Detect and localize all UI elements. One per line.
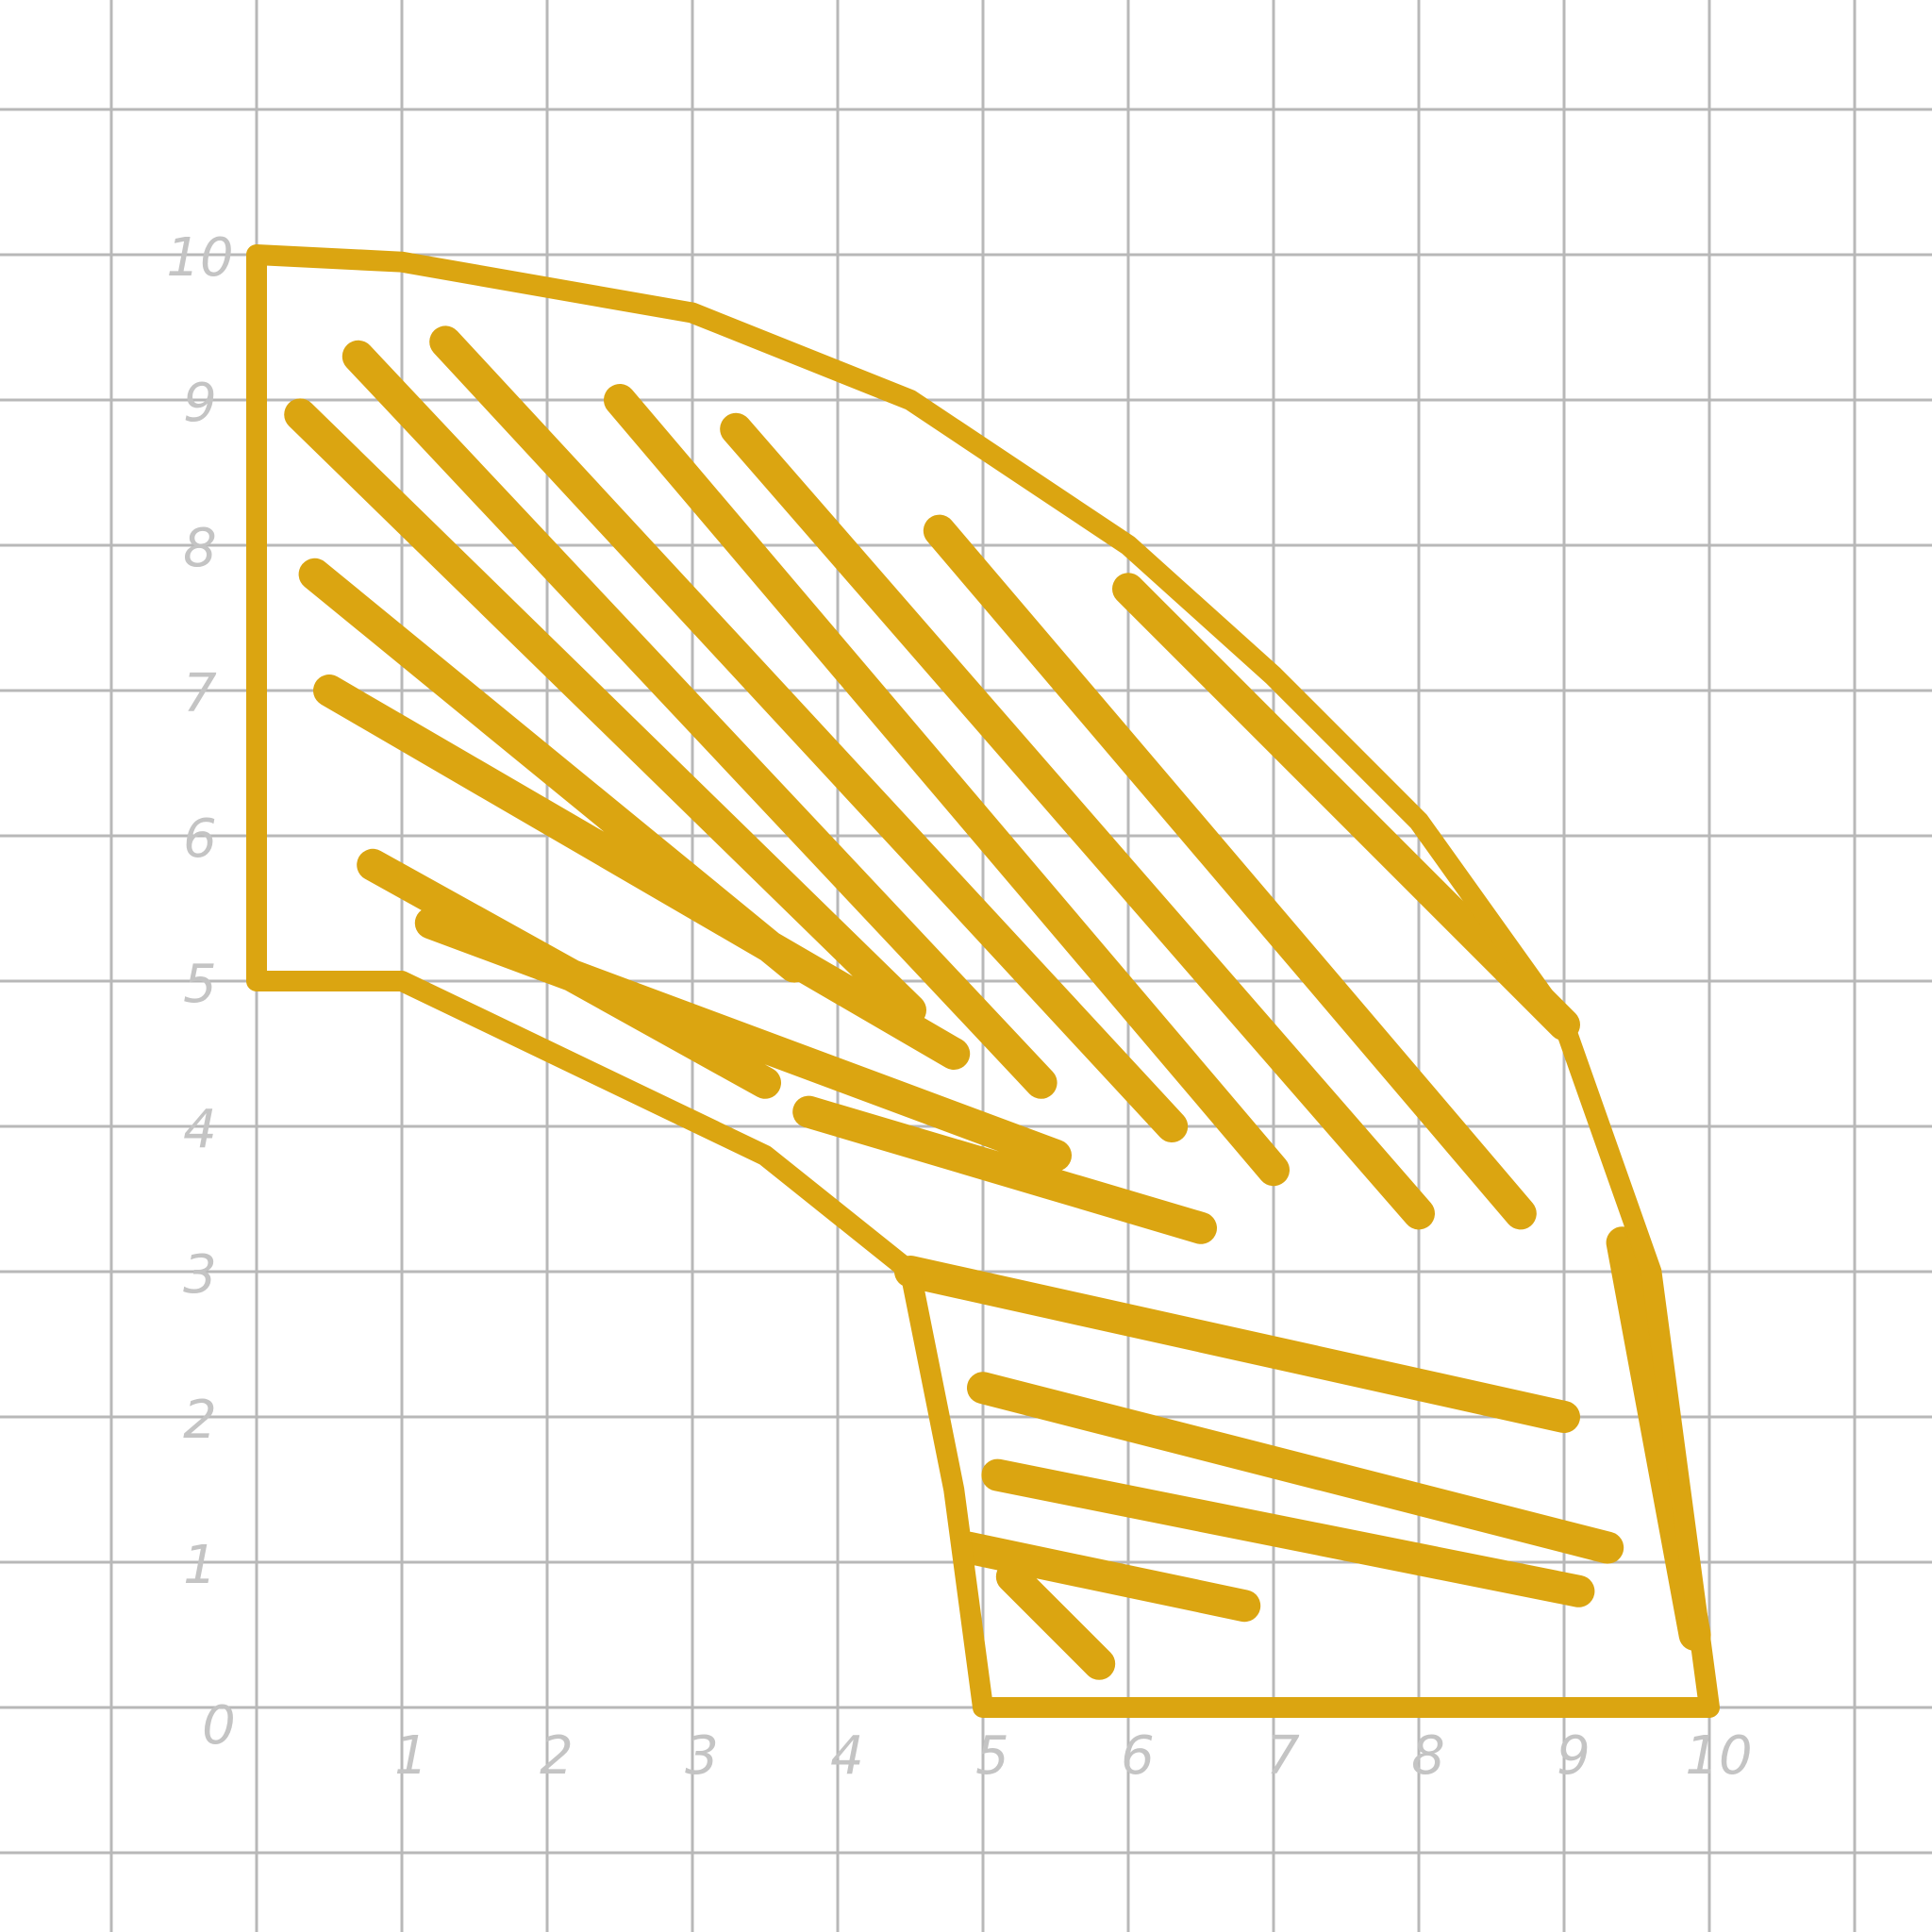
x-tick-label: 4 (830, 1725, 864, 1787)
y-tick-label: 2 (183, 1390, 217, 1451)
y-tick-label: 5 (183, 954, 217, 1015)
x-tick-label: 0 (202, 1695, 236, 1757)
y-tick-label: 9 (183, 373, 217, 434)
y-tick-label: 10 (166, 227, 233, 289)
y-tick-label: 1 (183, 1535, 217, 1596)
shaded-region (246, 244, 1720, 1718)
x-tick-label: 8 (1411, 1725, 1445, 1787)
region-outline (246, 244, 1720, 1718)
x-tick-label: 7 (1266, 1725, 1300, 1787)
y-tick-label: 4 (183, 1099, 217, 1160)
x-tick-label: 9 (1557, 1725, 1591, 1787)
y-tick-label: 7 (183, 663, 217, 724)
y-axis-tick-labels: 10 9 8 7 6 5 4 3 2 1 (166, 227, 233, 1596)
x-tick-label: 5 (975, 1725, 1009, 1787)
x-tick-label: 1 (394, 1725, 428, 1787)
x-tick-label: 2 (540, 1725, 574, 1787)
x-tick-label: 10 (1685, 1725, 1752, 1787)
y-tick-label: 6 (183, 808, 217, 870)
x-tick-label: 6 (1121, 1725, 1155, 1787)
x-axis-tick-labels: 0 1 2 3 4 5 6 7 8 9 10 (202, 1695, 1752, 1787)
y-tick-label: 8 (183, 518, 217, 579)
y-tick-label: 3 (183, 1244, 217, 1306)
x-tick-label: 3 (685, 1725, 719, 1787)
region-hatching (284, 325, 1711, 1680)
